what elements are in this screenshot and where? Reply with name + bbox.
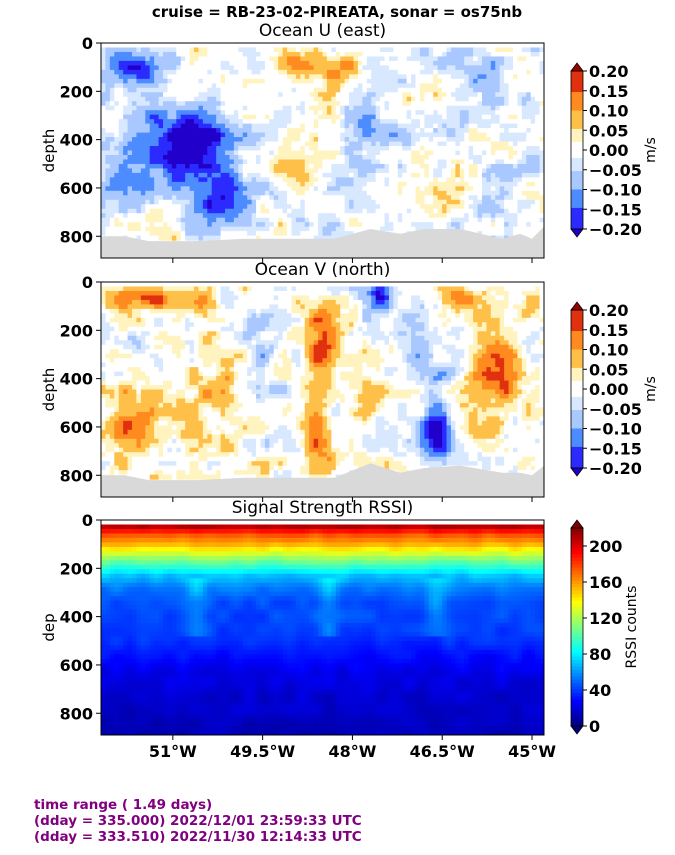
ylabel-3: dep bbox=[40, 613, 58, 641]
colorbar-tick-label: −0.05 bbox=[589, 400, 642, 419]
colorbar-1: 0.200.150.100.050.00−0.05−0.10−0.15−0.20… bbox=[570, 62, 659, 239]
colorbar-extend-bottom bbox=[570, 228, 584, 238]
time-range-label: time range ( 1.49 days) bbox=[34, 797, 213, 813]
colorbar-2: 0.200.150.100.050.00−0.05−0.10−0.15−0.20… bbox=[570, 301, 659, 478]
axes-frame-1 bbox=[100, 42, 545, 259]
ytick-label: 200 bbox=[60, 82, 93, 101]
xtick-label: 48°W bbox=[328, 742, 376, 761]
colorbar-tick-label: −0.10 bbox=[589, 181, 642, 200]
xtick-label: 46.5°W bbox=[410, 742, 475, 761]
ytick-label: 400 bbox=[60, 131, 93, 150]
colorbar-tick-label: −0.15 bbox=[589, 200, 642, 219]
time-range-footer: time range ( 1.49 days) (dday = 335.000)… bbox=[34, 797, 362, 845]
colorbar-tick-label: 0.00 bbox=[589, 141, 628, 160]
ylabel-2: depth bbox=[40, 368, 58, 412]
ytick-label: 800 bbox=[60, 227, 93, 246]
axes-frame-2 bbox=[100, 281, 545, 498]
colorbar-extend-bottom bbox=[570, 467, 584, 477]
colorbar-tick-label: 0.20 bbox=[589, 301, 628, 320]
colorbar-extend-top bbox=[570, 62, 584, 72]
colorbar-tick-label: 0.10 bbox=[589, 341, 628, 360]
ytick-label: 400 bbox=[60, 370, 93, 389]
axes-frame-3 bbox=[100, 519, 545, 736]
ytick-label: 600 bbox=[60, 418, 93, 437]
panel-title-1: Ocean U (east) bbox=[259, 21, 386, 41]
colorbar-tick-label: 0.05 bbox=[589, 360, 628, 379]
colorbar-tick-label: −0.20 bbox=[589, 220, 642, 239]
colorbar-tick-label: 0 bbox=[589, 717, 600, 736]
bathymetry-mask-2 bbox=[101, 463, 544, 497]
colorbar-tick-label: 0.00 bbox=[589, 380, 628, 399]
colorbar-tick-label: −0.20 bbox=[589, 459, 642, 478]
colorbar-extend-top bbox=[570, 519, 584, 529]
plot-area-2 bbox=[101, 282, 544, 497]
xtick-label: 51°W bbox=[149, 742, 197, 761]
colorbar-tick-label: 160 bbox=[589, 573, 622, 592]
colorbar-tick-label: −0.15 bbox=[589, 439, 642, 458]
ytick-label: 0 bbox=[82, 34, 93, 53]
colorbar-tick-label: 40 bbox=[589, 681, 611, 700]
ytick-label: 400 bbox=[60, 608, 93, 627]
colorbar-tick-label: 0.20 bbox=[589, 62, 628, 81]
ytick-label: 800 bbox=[60, 466, 93, 485]
panel-title-3: Signal Strength RSSI) bbox=[232, 498, 414, 518]
colorbar-tick-label: −0.05 bbox=[589, 161, 642, 180]
colorbar-tick-label: 200 bbox=[589, 537, 622, 556]
colorbar-extend-top bbox=[570, 301, 584, 311]
colorbar-extend-bottom bbox=[570, 725, 584, 735]
xtick-label: 45°W bbox=[508, 742, 556, 761]
ytick-label: 200 bbox=[60, 559, 93, 578]
colorbar-tick-label: 0.10 bbox=[589, 102, 628, 121]
colorbar-tick-label: 0.05 bbox=[589, 121, 628, 140]
colorbar-3: 200 160 120 80 40 0 RSSI counts bbox=[570, 519, 640, 736]
ytick-label: 200 bbox=[60, 321, 93, 340]
ytick-label: 0 bbox=[82, 511, 93, 530]
plot-area-1 bbox=[101, 43, 544, 258]
time-range-end: (dday = 335.000) 2022/12/01 23:59:33 UTC bbox=[34, 813, 362, 829]
colorbar-label-3: RSSI counts bbox=[624, 586, 640, 669]
ylabel-1: depth bbox=[40, 129, 58, 173]
colorbar-tick-label: 80 bbox=[589, 645, 611, 664]
xtick-label: 49.5°W bbox=[230, 742, 295, 761]
ytick-label: 0 bbox=[82, 273, 93, 292]
colorbar-tick-label: 0.15 bbox=[589, 321, 628, 340]
figure-suptitle: cruise = RB-23-02-PIREATA, sonar = os75n… bbox=[152, 3, 523, 21]
colorbar-label-1: m/s bbox=[643, 137, 659, 163]
bathymetry-mask-1 bbox=[101, 226, 544, 258]
panel-title-2: Ocean V (north) bbox=[255, 260, 391, 280]
ytick-label: 600 bbox=[60, 179, 93, 198]
ytick-label: 800 bbox=[60, 704, 93, 723]
ytick-label: 600 bbox=[60, 656, 93, 675]
plot-area-3 bbox=[101, 520, 544, 735]
colorbar-tick-label: 0.15 bbox=[589, 82, 628, 101]
colorbar-label-2: m/s bbox=[643, 376, 659, 402]
colorbar-tick-label: −0.10 bbox=[589, 420, 642, 439]
colorbar-tick-label: 120 bbox=[589, 609, 622, 628]
time-range-start: (dday = 333.510) 2022/11/30 12:14:33 UTC bbox=[34, 829, 362, 845]
